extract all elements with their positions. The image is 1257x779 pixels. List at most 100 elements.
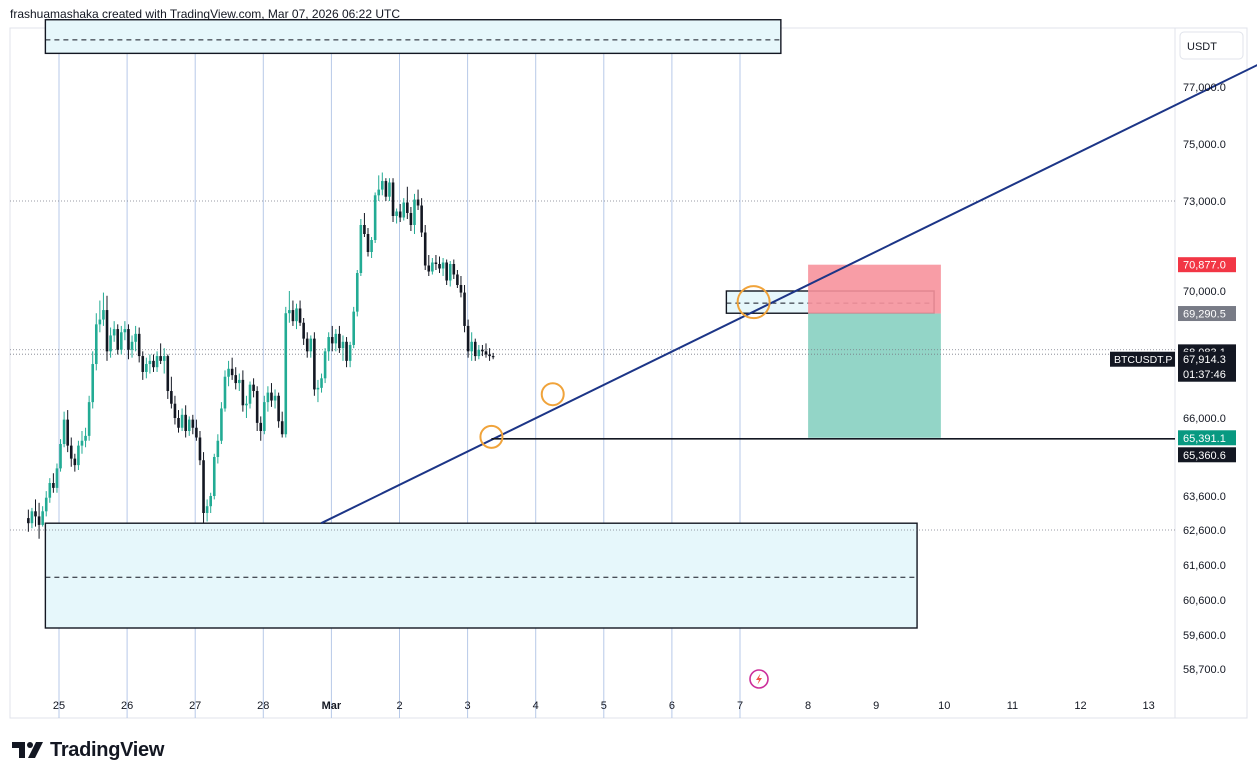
candle-body-100	[384, 181, 388, 197]
candle-body-68	[270, 392, 273, 401]
candle-body-25	[116, 329, 120, 350]
candle-body-26	[120, 332, 123, 350]
time-axis: 25 26 27 28 Mar 2 3 4 5 6 7 8 9 10 11 12 13	[53, 700, 1155, 712]
currency-button[interactable]: USDT	[1187, 41, 1217, 53]
candle-body-32	[141, 356, 145, 372]
candle-body-102	[391, 182, 395, 216]
candle-body-59	[237, 379, 241, 384]
candle-body-56	[227, 368, 230, 377]
price-badge-bg-5	[1178, 447, 1236, 463]
candle-body-38	[162, 356, 166, 361]
candle-body-123	[466, 325, 470, 352]
candle-body-85	[330, 337, 334, 344]
candle-body-51	[209, 496, 212, 507]
candle-body-121	[459, 285, 463, 293]
stop-loss-area	[808, 264, 941, 314]
time-tick-16: 13	[1142, 700, 1154, 712]
price-tick-7: 61,600.0	[1183, 560, 1226, 572]
candle-body-31	[137, 333, 141, 357]
price-tick-1: 75,000.0	[1183, 139, 1226, 151]
price-tick-9: 59,600.0	[1183, 630, 1226, 642]
candle-body-101	[388, 182, 391, 197]
position-tool[interactable]	[808, 264, 941, 438]
levels-layer	[10, 200, 1175, 531]
price-tick-10: 58,700.0	[1183, 664, 1226, 676]
price-axis: 77,000.0 75,000.0 73,000.0 70,000.0 66,000.0…	[1183, 82, 1226, 676]
time-tick-14: 11	[1007, 700, 1018, 712]
candle-body-106	[406, 202, 409, 213]
candle-body-97	[373, 195, 377, 240]
price-tick-2: 73,000.0	[1183, 196, 1226, 208]
candle-body-84	[327, 337, 330, 352]
candle-body-48	[198, 437, 202, 461]
price-badge-4: 65,391.1	[1183, 433, 1226, 445]
candle-body-107	[409, 213, 413, 225]
time-tick-11: 8	[805, 700, 811, 712]
candle-body-24	[112, 329, 116, 336]
candle-body-82	[320, 378, 323, 388]
price-badge-3: 67,914.3	[1183, 354, 1226, 366]
candle-body-16	[84, 435, 87, 441]
candles-layer	[27, 172, 495, 539]
drawings-layer[interactable]	[320, 40, 1257, 525]
candle-body-122	[463, 292, 466, 326]
symbol-label: BTCUSDT.P	[1114, 354, 1172, 366]
time-tick-13: 10	[938, 700, 950, 712]
candle-body-19	[94, 324, 98, 365]
price-badge-bg-0	[1178, 257, 1236, 273]
candle-body-69	[273, 395, 277, 401]
candle-body-127	[481, 349, 484, 352]
candle-body-87	[338, 333, 341, 349]
candle-body-86	[334, 333, 338, 344]
time-tick-15: 12	[1074, 700, 1086, 712]
candle-body-90	[348, 344, 352, 361]
touch-circle-0	[479, 424, 504, 449]
candle-body-35	[152, 360, 155, 368]
candle-body-119	[452, 264, 456, 275]
candle-body-58	[234, 375, 238, 384]
candle-body-50	[205, 506, 209, 513]
time-tick-0: 25	[53, 700, 65, 712]
candle-body-104	[398, 211, 402, 218]
candle-body-109	[416, 199, 420, 206]
candle-body-23	[109, 335, 112, 352]
ascending-trendline	[320, 64, 1257, 525]
candle-body-5	[44, 497, 48, 512]
candle-body-7	[52, 483, 55, 488]
candle-body-80	[313, 338, 316, 390]
candle-body-22	[105, 310, 109, 352]
candle-body-60	[241, 379, 245, 406]
candle-body-95	[366, 234, 370, 252]
countdown-label: 01:37:46	[1183, 369, 1226, 381]
candle-body-4	[41, 511, 44, 525]
candle-body-129	[488, 354, 491, 357]
candle-body-75	[295, 308, 298, 322]
currency-button-box[interactable]	[1179, 31, 1244, 60]
candle-body-110	[420, 205, 423, 233]
candle-body-18	[91, 364, 95, 403]
price-tick-3: 70,000.0	[1183, 286, 1226, 298]
touch-circle-2	[736, 285, 771, 320]
price-badge-bg-1	[1178, 306, 1236, 322]
candle-body-53	[216, 440, 220, 457]
time-tick-4: Mar	[322, 700, 342, 712]
candle-body-61	[245, 403, 248, 406]
candle-body-89	[345, 341, 348, 361]
candle-body-112	[427, 265, 431, 272]
tradingview-logo[interactable]: TradingView	[12, 737, 164, 763]
upper-supply-zone	[44, 19, 782, 55]
candle-body-71	[280, 421, 284, 435]
candle-body-46	[191, 419, 195, 428]
take-profit-area	[808, 313, 941, 438]
symbol-badge-bg	[1110, 351, 1175, 367]
candle-body-62	[248, 384, 252, 404]
lightning-icon[interactable]	[749, 669, 769, 689]
candle-body-30	[134, 333, 137, 342]
time-tick-12: 9	[873, 700, 879, 712]
candle-body-11	[66, 419, 69, 446]
candle-body-44	[184, 414, 187, 431]
candle-body-64	[255, 391, 259, 423]
candle-body-92	[355, 273, 359, 312]
candle-body-3	[37, 516, 41, 525]
